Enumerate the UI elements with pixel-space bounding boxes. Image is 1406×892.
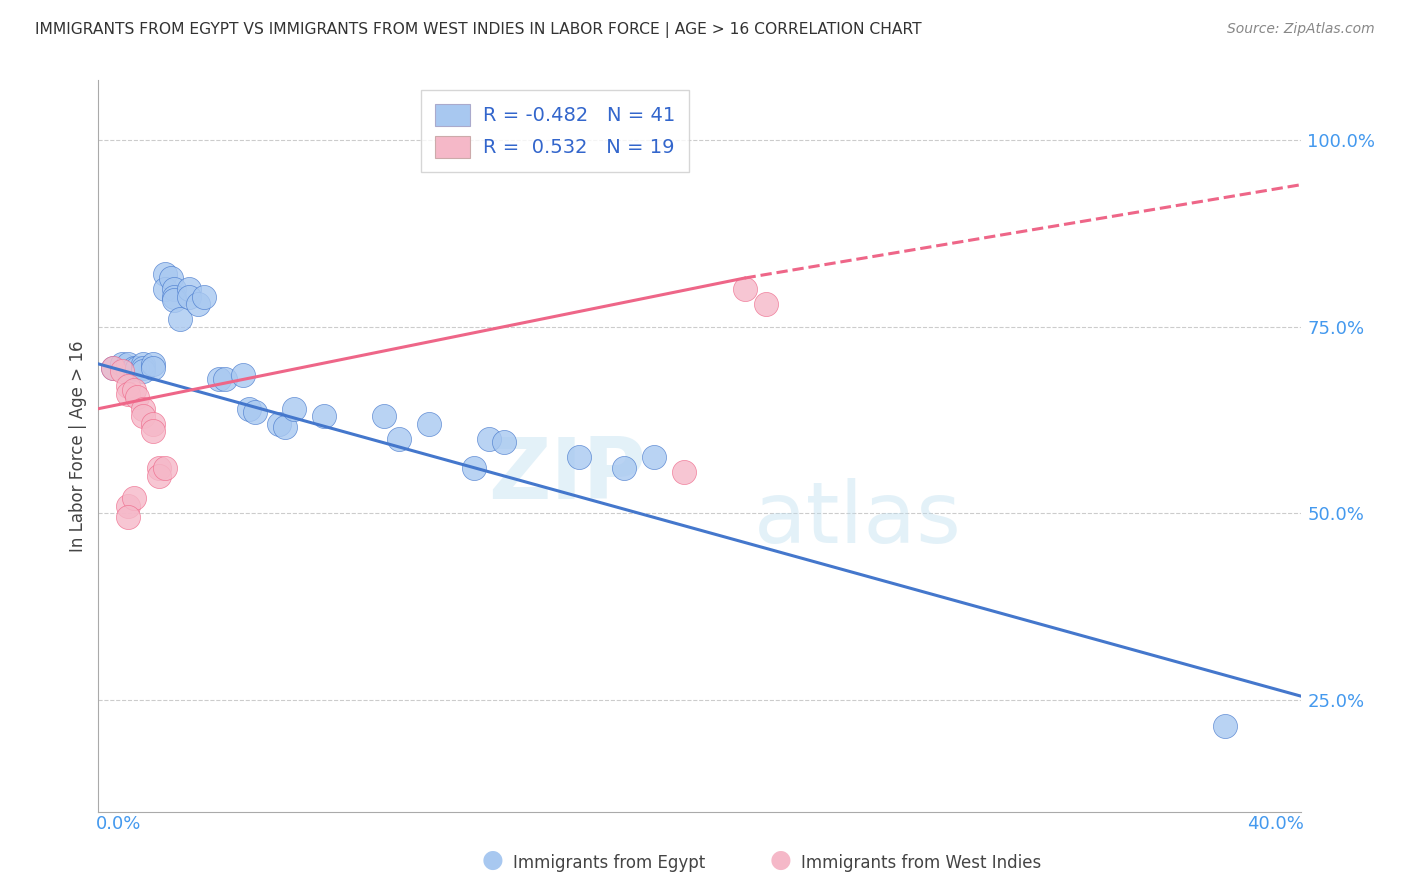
Point — [312, 409, 335, 424]
Point — [132, 401, 155, 416]
Point — [388, 432, 411, 446]
Point — [478, 432, 501, 446]
Point — [117, 386, 139, 401]
Text: 0.0%: 0.0% — [96, 815, 141, 833]
Point — [103, 360, 125, 375]
Point — [132, 409, 155, 424]
Point — [643, 450, 665, 465]
Point — [111, 357, 134, 371]
Point — [187, 297, 209, 311]
Point — [568, 450, 591, 465]
Text: ●: ● — [769, 848, 792, 872]
Point — [132, 357, 155, 371]
Text: ZIP: ZIP — [488, 434, 645, 516]
Y-axis label: In Labor Force | Age > 16: In Labor Force | Age > 16 — [69, 340, 87, 552]
Point — [283, 401, 305, 416]
Point — [243, 405, 266, 419]
Text: Source: ZipAtlas.com: Source: ZipAtlas.com — [1227, 22, 1375, 37]
Point — [734, 282, 756, 296]
Point — [141, 360, 163, 375]
Point — [127, 360, 149, 375]
Point — [373, 409, 395, 424]
Point — [141, 424, 163, 438]
Text: Immigrants from Egypt: Immigrants from Egypt — [513, 855, 706, 872]
Point — [193, 290, 215, 304]
Point — [124, 383, 146, 397]
Point — [124, 491, 146, 506]
Point — [127, 391, 149, 405]
Point — [141, 357, 163, 371]
Point — [673, 465, 696, 479]
Point — [274, 420, 297, 434]
Point — [124, 360, 146, 375]
Point — [117, 499, 139, 513]
Point — [117, 379, 139, 393]
Point — [214, 372, 236, 386]
Point — [117, 509, 139, 524]
Point — [208, 372, 231, 386]
Point — [117, 364, 139, 378]
Point — [267, 417, 290, 431]
Point — [463, 461, 485, 475]
Point — [153, 268, 176, 282]
Point — [232, 368, 254, 383]
Point — [162, 282, 184, 296]
Text: atlas: atlas — [754, 477, 962, 561]
Point — [238, 401, 260, 416]
Point — [111, 364, 134, 378]
Point — [153, 282, 176, 296]
Point — [755, 297, 778, 311]
Point — [148, 468, 170, 483]
Point — [141, 417, 163, 431]
Point — [418, 417, 440, 431]
Text: Immigrants from West Indies: Immigrants from West Indies — [801, 855, 1042, 872]
Point — [132, 360, 155, 375]
Text: IMMIGRANTS FROM EGYPT VS IMMIGRANTS FROM WEST INDIES IN LABOR FORCE | AGE > 16 C: IMMIGRANTS FROM EGYPT VS IMMIGRANTS FROM… — [35, 22, 922, 38]
Legend: R = -0.482   N = 41, R =  0.532   N = 19: R = -0.482 N = 41, R = 0.532 N = 19 — [422, 90, 689, 172]
Point — [494, 435, 516, 450]
Point — [177, 282, 200, 296]
Point — [162, 293, 184, 308]
Point — [148, 461, 170, 475]
Point — [103, 360, 125, 375]
Text: 40.0%: 40.0% — [1247, 815, 1303, 833]
Point — [177, 290, 200, 304]
Point — [159, 271, 181, 285]
Point — [162, 290, 184, 304]
Point — [1215, 719, 1237, 733]
Point — [132, 364, 155, 378]
Point — [153, 461, 176, 475]
Point — [169, 312, 191, 326]
Point — [117, 357, 139, 371]
Point — [613, 461, 636, 475]
Text: ●: ● — [481, 848, 503, 872]
